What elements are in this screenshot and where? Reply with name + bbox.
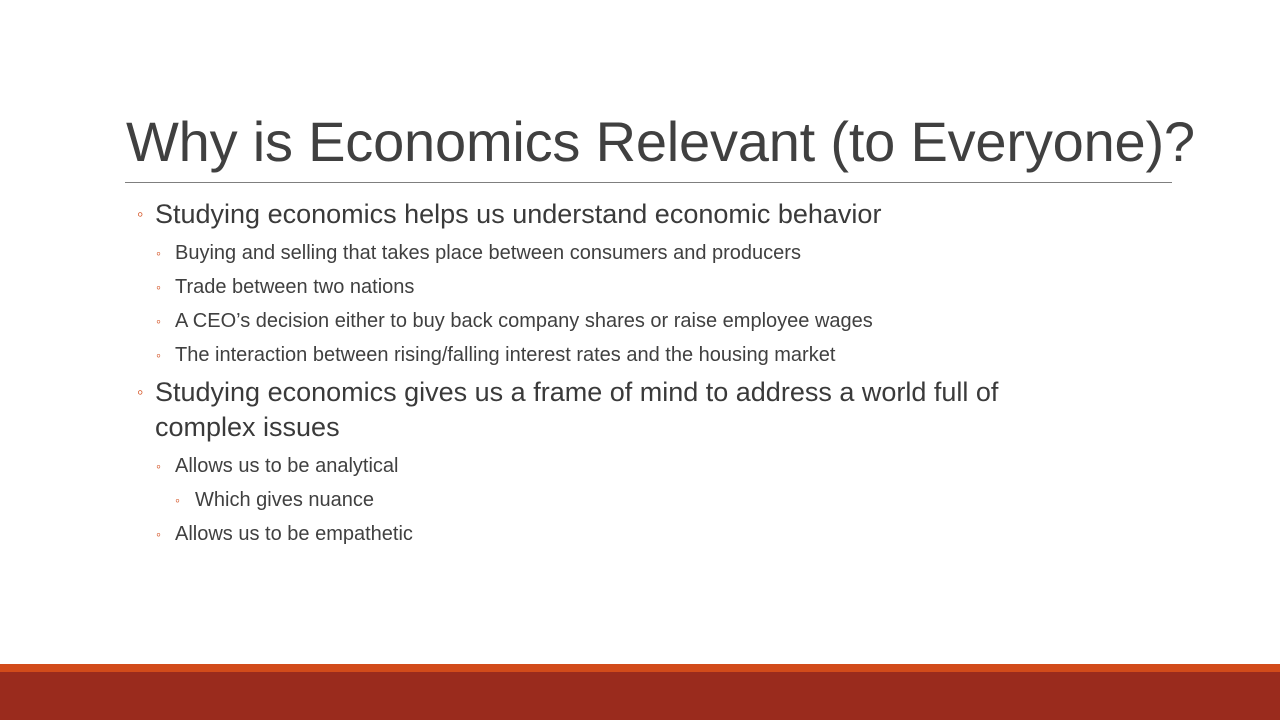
bullet-item-3: ◦ Trade between two nations [156, 273, 415, 301]
bullet-marker: ◦ [156, 347, 161, 363]
bullet-text: Allows us to be empathetic [175, 523, 413, 545]
bullet-text: The interaction between rising/falling i… [175, 344, 836, 366]
slide-title: Why is Economics Relevant (to Everyone)? [126, 110, 1195, 173]
bullet-text: Which gives nuance [195, 489, 374, 511]
bullet-item-8: ◦ Which gives nuance [175, 486, 374, 514]
footer-band [0, 672, 1280, 720]
bullet-marker: ◦ [137, 204, 144, 224]
bullet-item-9: ◦ Allows us to be empathetic [156, 520, 413, 548]
bullet-marker: ◦ [175, 492, 180, 508]
bullet-item-5: ◦ The interaction between rising/falling… [156, 341, 836, 369]
footer-accent-band [0, 664, 1280, 672]
bullet-text: Trade between two nations [175, 276, 415, 298]
bullet-marker: ◦ [137, 382, 144, 402]
bullet-text: Allows us to be analytical [175, 455, 399, 477]
bullet-text: A CEO’s decision either to buy back comp… [175, 310, 873, 332]
title-divider [125, 182, 1172, 183]
bullet-item-6: ◦ Studying economics gives us a frame of… [137, 375, 999, 410]
bullet-text: complex issues [155, 412, 340, 442]
bullet-item-7: ◦ Allows us to be analytical [156, 452, 399, 480]
bullet-text: Buying and selling that takes place betw… [175, 242, 801, 264]
bullet-item-2: ◦ Buying and selling that takes place be… [156, 239, 801, 267]
bullet-text: Studying economics helps us understand e… [155, 199, 882, 229]
bullet-item-6-continuation: complex issues [155, 410, 340, 445]
bullet-item-4: ◦ A CEO’s decision either to buy back co… [156, 307, 873, 335]
bullet-marker: ◦ [156, 279, 161, 295]
bullet-marker: ◦ [156, 458, 161, 474]
bullet-item-1: ◦ Studying economics helps us understand… [137, 197, 882, 232]
bullet-text: Studying economics gives us a frame of m… [155, 377, 999, 407]
bullet-marker: ◦ [156, 313, 161, 329]
bullet-marker: ◦ [156, 526, 161, 542]
bullet-marker: ◦ [156, 245, 161, 261]
